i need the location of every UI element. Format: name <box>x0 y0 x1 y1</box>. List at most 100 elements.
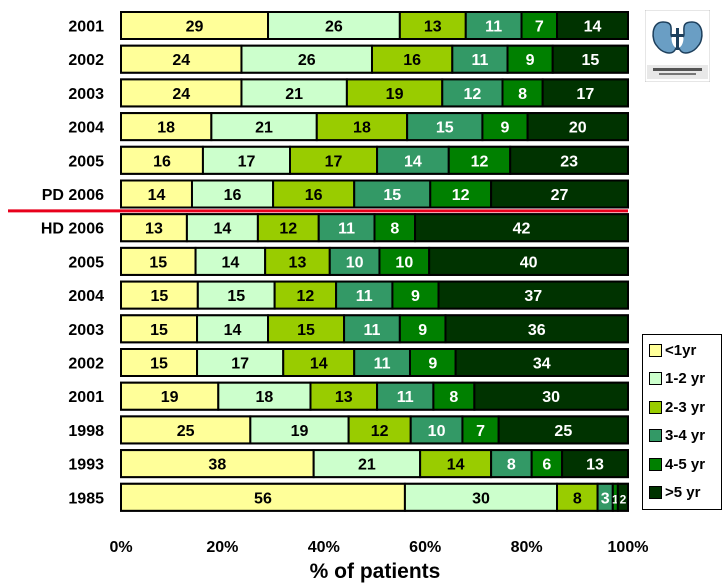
bar-data-label: 8 <box>518 86 527 103</box>
bar-data-label: 6 <box>542 457 551 474</box>
bar-data-label: 18 <box>353 120 371 137</box>
bar-data-label: 15 <box>581 52 599 69</box>
bar-data-label: 56 <box>254 490 272 507</box>
bar-data-label: 14 <box>221 254 239 271</box>
bar-data-label: 13 <box>335 389 353 406</box>
bar-segment <box>481 112 529 142</box>
bar-data-label: 42 <box>513 221 531 238</box>
legend-item: 3-4 yr <box>649 426 705 446</box>
bar-data-label: 14 <box>148 187 166 204</box>
bar-segment <box>473 381 630 411</box>
bar-data-label: 12 <box>296 288 314 305</box>
bar-segment <box>201 145 291 175</box>
category-label: HD 2006 <box>41 221 104 238</box>
bar-segment <box>120 112 213 142</box>
bar-segment <box>315 112 409 142</box>
bar-segment <box>240 78 348 108</box>
bar-segment <box>273 280 338 310</box>
bar-data-label: 19 <box>161 389 179 406</box>
bar-segment <box>312 449 422 479</box>
kidney-logo-icon <box>644 9 711 83</box>
bar-segment <box>120 348 199 377</box>
bar-data-label: 13 <box>586 457 604 474</box>
bar-segment <box>335 280 394 310</box>
bar-data-label: 21 <box>358 457 376 474</box>
bar-segment <box>556 11 630 40</box>
legend-label: >5 yr <box>665 484 701 501</box>
bar-data-label: 11 <box>471 52 488 69</box>
bar-data-label: 11 <box>397 389 414 406</box>
bar-data-label: 13 <box>424 19 442 36</box>
bar-data-label: 38 <box>208 457 226 474</box>
legend-item: 2-3 yr <box>649 397 705 417</box>
bar-data-label: 12 <box>471 153 489 170</box>
chart-legend: <1yr 1-2 yr 2-3 yr 3-4 yr 4-5 yr >5 yr <box>642 334 722 510</box>
legend-swatch <box>649 429 662 442</box>
bar-segment <box>353 179 432 209</box>
bar-segment <box>120 78 243 108</box>
legend-item: >5 yr <box>649 483 700 503</box>
category-label: PD 2006 <box>42 187 104 204</box>
bar-data-label: 17 <box>238 153 256 170</box>
bar-data-label: 15 <box>150 356 168 373</box>
bar-segment <box>428 246 630 276</box>
bar-data-label: 7 <box>476 423 485 440</box>
bar-data-label: 18 <box>157 120 175 137</box>
bar-data-label: 15 <box>227 288 245 305</box>
bar-segment <box>120 246 197 276</box>
bar-segment <box>454 348 629 377</box>
bar-data-label: 15 <box>383 187 401 204</box>
bar-data-label: 11 <box>485 19 502 36</box>
bar-data-label: 16 <box>224 187 242 204</box>
bar-data-label: 30 <box>472 490 490 507</box>
bar-segment <box>526 112 629 142</box>
bar-data-label: 9 <box>418 322 427 339</box>
bar-data-label: 20 <box>569 120 587 137</box>
category-label: 2002 <box>68 356 104 373</box>
bar-data-label: 15 <box>151 288 169 305</box>
legend-label: 4-5 yr <box>665 455 706 473</box>
bar-segment <box>509 145 630 175</box>
bar-segment <box>120 179 193 209</box>
bar-data-label: 11 <box>374 356 391 373</box>
bar-data-label: 34 <box>533 356 551 373</box>
category-label: 2004 <box>68 288 104 305</box>
bar-segment <box>414 213 629 243</box>
bar-data-label: 17 <box>231 356 249 373</box>
bar-data-label: 8 <box>390 221 399 238</box>
bar-segment <box>497 415 629 445</box>
bar-segment <box>343 314 401 344</box>
category-label: 1985 <box>68 490 104 507</box>
bar-data-label: 15 <box>150 322 168 339</box>
legend-swatch <box>649 457 662 471</box>
bar-data-label: 24 <box>172 52 190 69</box>
x-tick-label: 20% <box>206 539 238 556</box>
bar-segment <box>317 213 376 243</box>
legend-swatch <box>649 372 662 385</box>
bar-data-label: 14 <box>310 356 328 373</box>
bar-data-label: 19 <box>386 86 404 103</box>
category-label: 2004 <box>68 120 104 137</box>
bar-data-label: 9 <box>428 356 437 373</box>
bar-data-label: 16 <box>153 153 171 170</box>
legend-item: 1-2 yr <box>649 369 705 389</box>
bar-segment <box>120 44 243 74</box>
bar-data-label: 18 <box>255 389 273 406</box>
legend-item: 4-5 yr <box>649 454 705 474</box>
bar-segment <box>441 78 504 108</box>
category-label: 2003 <box>68 86 104 103</box>
x-tick-label: 60% <box>409 539 441 556</box>
bar-segment <box>373 213 417 243</box>
bar-data-label: 11 <box>338 221 355 238</box>
bar-data-label: 10 <box>395 254 413 271</box>
bar-segment <box>376 381 435 411</box>
bar-segment <box>447 145 512 175</box>
bar-data-label: 11 <box>356 288 373 305</box>
bar-data-label: 9 <box>501 120 510 137</box>
bar-data-label: 17 <box>576 86 594 103</box>
bar-data-label: 30 <box>542 389 560 406</box>
bar-data-label: 12 <box>279 221 297 238</box>
bar-data-label: 26 <box>325 19 343 36</box>
bar-segment <box>267 11 401 40</box>
bar-segment <box>185 213 259 243</box>
